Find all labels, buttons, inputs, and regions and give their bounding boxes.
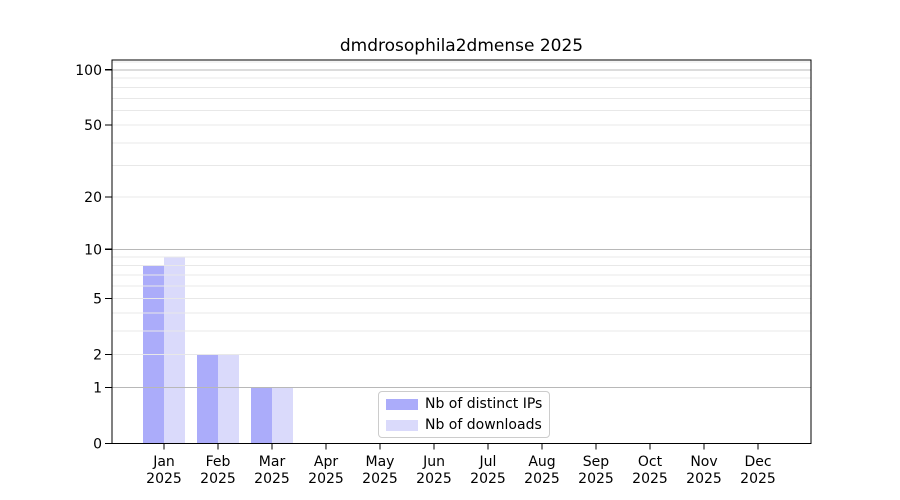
bar-downloads-mar bbox=[272, 387, 293, 444]
axes-box bbox=[111, 59, 812, 445]
x-tick-label-year-may: 2025 bbox=[362, 471, 398, 487]
x-tick-label-month-dec: Dec bbox=[744, 454, 771, 470]
x-tick-label-year-aug: 2025 bbox=[524, 471, 560, 487]
x-tick-label-year-nov: 2025 bbox=[686, 471, 722, 487]
x-tick-label-month-jun: Jun bbox=[422, 454, 445, 470]
x-tick-label-month-may: May bbox=[366, 454, 395, 470]
legend-swatch-downloads bbox=[386, 419, 418, 431]
grid-major-group bbox=[112, 69, 811, 388]
y-tick-label-0: 0 bbox=[93, 437, 102, 453]
x-tick-label-month-jan: Jan bbox=[152, 454, 175, 470]
y-tick-label-100: 100 bbox=[75, 63, 102, 79]
x-tick-label-month-oct: Oct bbox=[638, 454, 663, 470]
x-tick-label-year-dec: 2025 bbox=[740, 471, 776, 487]
x-tick-label-year-jan: 2025 bbox=[146, 471, 182, 487]
x-tick-label-year-mar: 2025 bbox=[254, 471, 290, 487]
x-tick-label-month-nov: Nov bbox=[690, 454, 717, 470]
grid-minor-group bbox=[112, 61, 811, 356]
chart-title: dmdrosophila2dmense 2025 bbox=[339, 36, 584, 56]
x-tick-label-year-feb: 2025 bbox=[200, 471, 236, 487]
x-tick-label-month-feb: Feb bbox=[206, 454, 231, 470]
x-tick-label-month-sep: Sep bbox=[583, 454, 610, 470]
x-tick-label-month-jul: Jul bbox=[479, 454, 497, 470]
x-tick-label-year-sep: 2025 bbox=[578, 471, 614, 487]
bar-distinct-ips-feb bbox=[197, 354, 218, 444]
bars-group bbox=[143, 257, 293, 444]
x-axis-group: Jan2025Feb2025Mar2025Apr2025May2025Jun20… bbox=[146, 443, 776, 487]
legend-label-downloads: Nb of downloads bbox=[425, 417, 542, 433]
y-tick-label-2: 2 bbox=[93, 348, 102, 364]
legend: Nb of distinct IPs Nb of downloads bbox=[378, 391, 550, 438]
x-tick-label-month-aug: Aug bbox=[528, 454, 555, 470]
x-tick-label-month-apr: Apr bbox=[314, 454, 338, 470]
bar-downloads-feb bbox=[218, 354, 239, 444]
y-tick-label-10: 10 bbox=[84, 242, 102, 258]
y-axis-group: 0 1 2 5 10 20 50 100 bbox=[75, 63, 112, 453]
legend-label-distinct-ips: Nb of distinct IPs bbox=[425, 396, 543, 412]
y-tick-label-1: 1 bbox=[93, 380, 102, 396]
x-tick-label-year-oct: 2025 bbox=[632, 471, 668, 487]
bar-distinct-ips-mar bbox=[251, 387, 272, 444]
y-tick-label-50: 50 bbox=[84, 118, 102, 134]
y-tick-label-20: 20 bbox=[84, 190, 102, 206]
legend-item-distinct-ips: Nb of distinct IPs bbox=[386, 396, 549, 413]
bar-downloads-jan bbox=[164, 257, 185, 444]
x-tick-label-year-jun: 2025 bbox=[416, 471, 452, 487]
legend-swatch-distinct-ips bbox=[386, 398, 418, 410]
x-tick-label-year-apr: 2025 bbox=[308, 471, 344, 487]
legend-item-downloads: Nb of downloads bbox=[386, 417, 549, 434]
x-tick-label-month-mar: Mar bbox=[259, 454, 286, 470]
x-tick-label-year-jul: 2025 bbox=[470, 471, 506, 487]
y-tick-label-5: 5 bbox=[93, 291, 102, 307]
